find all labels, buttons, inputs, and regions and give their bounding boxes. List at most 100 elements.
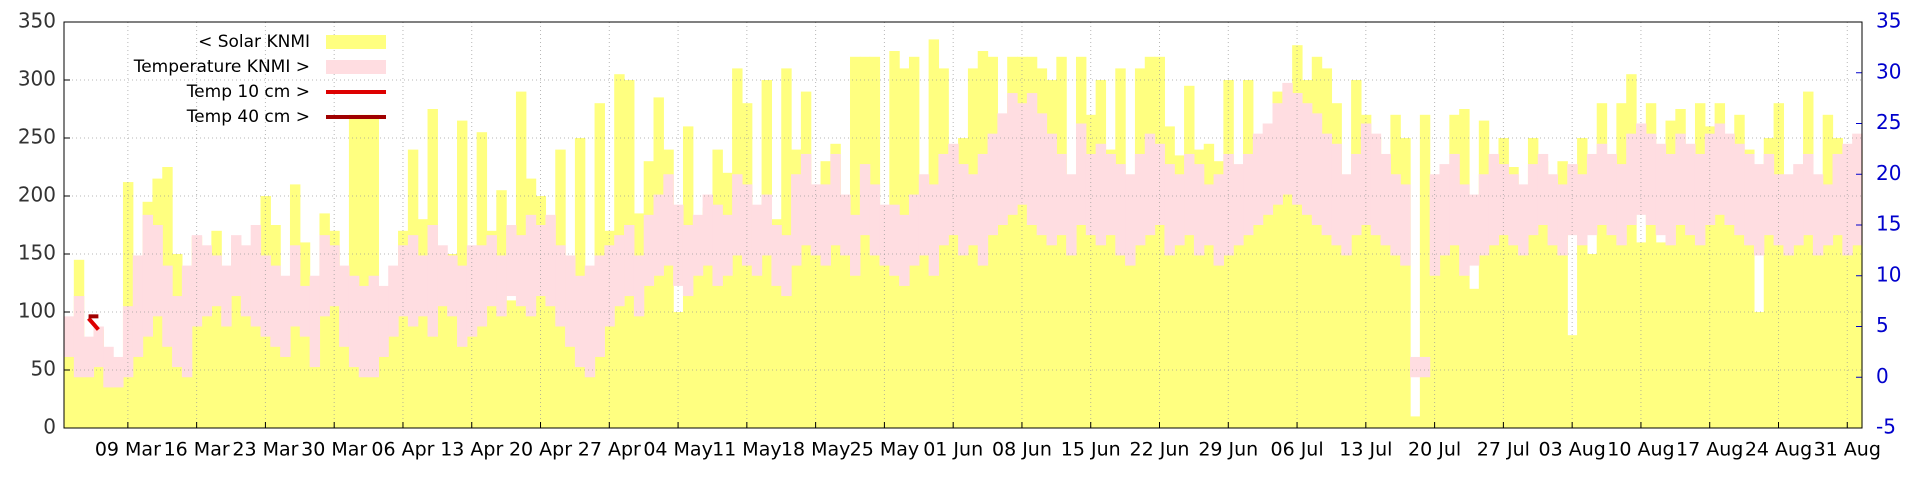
x-tick-label: 11 May (712, 439, 782, 461)
solar-bar (1144, 56, 1156, 429)
solar-bar (702, 207, 714, 428)
x-tick-label: 17 Aug (1676, 439, 1743, 461)
solar-bar (771, 219, 782, 428)
temperature-range (565, 255, 576, 347)
solar-bar (1577, 138, 1588, 428)
temperature-range (1773, 174, 1784, 246)
temperature-range (1626, 133, 1637, 225)
legend: < Solar KNMI Temperature KNMI > Temp 10 cm… (133, 32, 386, 127)
solar-bar (240, 259, 252, 428)
x-tick-label: 03 Aug (1538, 439, 1605, 461)
solar-bar (1410, 416, 1421, 428)
solar-bar (398, 230, 409, 428)
solar-bar (1793, 184, 1804, 428)
solar-bar (1527, 138, 1539, 428)
x-tick-label: 13 Jul (1339, 439, 1392, 461)
solar-bar (1341, 230, 1352, 428)
temperature-range (162, 265, 173, 347)
solar-bar (1852, 149, 1863, 428)
x-tick-label: 27 Apr (578, 439, 641, 461)
solar-bar (1134, 68, 1146, 429)
temperature-range (1026, 93, 1038, 225)
temperature-range (1292, 93, 1303, 205)
temperature-range (977, 153, 989, 266)
x-tick-label: 25 May (850, 439, 920, 461)
solar-bar (1184, 85, 1195, 429)
solar-bar (840, 230, 851, 428)
y-tick-label: 100 (18, 299, 56, 323)
temperature-range (1468, 194, 1480, 266)
solar-bar (437, 277, 448, 428)
temperature-range (643, 214, 655, 286)
temperature-range (1410, 356, 1421, 378)
temperature-range (1518, 184, 1529, 256)
temperature-range (938, 153, 949, 246)
solar-bar (1694, 103, 1706, 428)
y-tick-label: 50 (31, 357, 56, 381)
solar-bar (113, 381, 124, 428)
temperature-range (1282, 82, 1293, 195)
temperature-range (1134, 153, 1146, 246)
temperature-range (1655, 143, 1667, 236)
solar-bar (1616, 103, 1627, 428)
solar-bar (1812, 219, 1824, 428)
solar-bar (938, 68, 949, 429)
temperature-range (1105, 153, 1116, 236)
solar-bar (103, 381, 114, 428)
temperature-range (73, 296, 85, 378)
temperature-range (555, 245, 566, 327)
temperature-range (859, 164, 871, 236)
solar-bar (751, 219, 763, 428)
solar-bar (1655, 242, 1667, 428)
solar-bar (122, 182, 134, 428)
temperature-range (280, 275, 291, 357)
temperature-range (211, 255, 222, 307)
x-tick-label: 04 May (643, 439, 713, 461)
solar-bar (810, 207, 822, 428)
x-tick-label: 06 Apr (371, 439, 434, 461)
temperature-range (1301, 103, 1313, 215)
temperature-range (1331, 143, 1342, 246)
solar-bar (1419, 114, 1431, 429)
solar-bar (378, 288, 389, 428)
solar-bar (1773, 103, 1784, 428)
y2-tick-label: 15 (1876, 212, 1901, 236)
y2-tick-label: 30 (1876, 59, 1901, 83)
x-tick-label: 20 Apr (509, 439, 572, 461)
solar-bar (1429, 230, 1441, 428)
temperature-range (633, 255, 645, 317)
solar-bar (1321, 68, 1333, 429)
temperature-range (712, 204, 723, 286)
temperature-range (594, 255, 605, 357)
temperature-range (486, 235, 497, 307)
legend-swatch (326, 35, 386, 49)
temperature-range (682, 225, 694, 297)
temperature-range (722, 214, 733, 276)
temperature-range (1321, 133, 1333, 236)
solar-bar (1665, 120, 1676, 428)
solar-bar (663, 149, 674, 428)
temperature-range (437, 245, 448, 307)
solar-bar (1164, 126, 1175, 429)
x-tick-label: 30 Mar (301, 439, 367, 461)
temperature-range (1714, 123, 1726, 215)
y-tick-label: 150 (18, 241, 56, 265)
temperature-range (1095, 143, 1107, 246)
solar-bar (1675, 109, 1686, 428)
x-tick-label: 13 Apr (440, 439, 503, 461)
temperature-range (250, 225, 262, 327)
temperature-range (1243, 153, 1254, 236)
x-tick-label: 06 Jul (1270, 439, 1323, 461)
temperature-range (810, 184, 822, 256)
legend-label: Temp 10 cm > (186, 82, 310, 102)
plot-frame (63, 21, 1863, 429)
solar-bar (211, 230, 222, 428)
solar-bar (1370, 138, 1382, 428)
temperature-range (1223, 153, 1234, 256)
temperature-range (1645, 133, 1657, 225)
temperature-range (1459, 184, 1470, 276)
solar-bar (722, 172, 733, 428)
temperature-range (1527, 164, 1539, 236)
solar-bar (791, 149, 802, 428)
